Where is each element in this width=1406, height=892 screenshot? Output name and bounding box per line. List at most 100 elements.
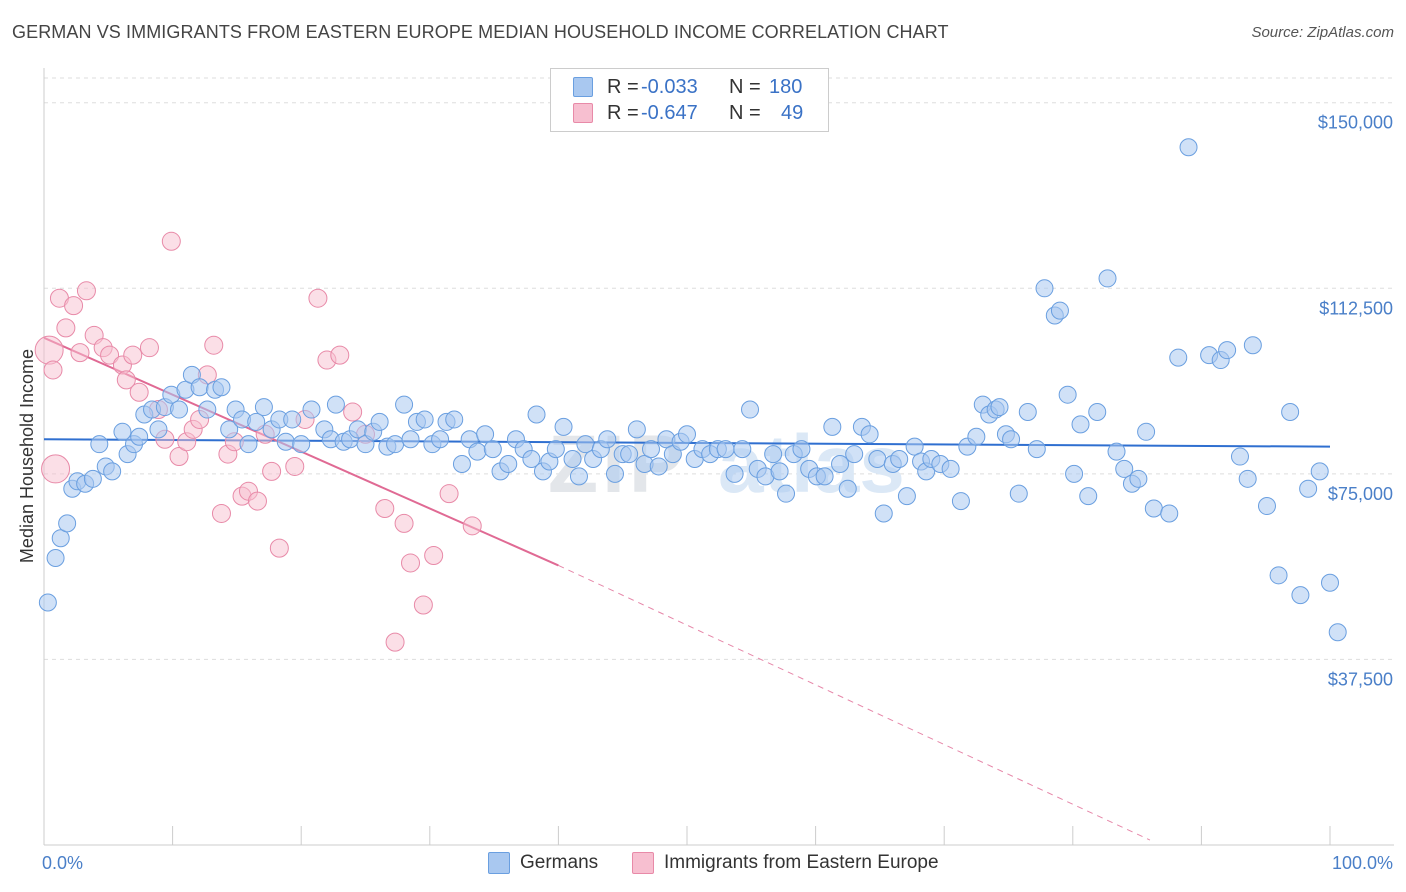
point-germans	[838, 479, 857, 498]
point-immigrants	[70, 343, 90, 363]
point-immigrants	[204, 335, 224, 355]
point-germans	[476, 425, 495, 444]
point-germans	[302, 400, 321, 419]
point-germans	[890, 450, 909, 469]
point-germans	[51, 529, 70, 548]
legend-box: R = -0.033 N = 180 R = -0.647 N = 49	[550, 68, 829, 132]
point-germans	[546, 440, 565, 459]
point-germans	[113, 422, 132, 441]
point-germans	[777, 484, 796, 503]
point-germans	[868, 450, 887, 469]
point-immigrants	[401, 553, 421, 573]
point-germans	[38, 593, 57, 612]
point-germans	[1269, 566, 1288, 585]
point-germans	[247, 412, 266, 431]
point-germans	[554, 417, 573, 436]
point-germans	[1098, 269, 1117, 288]
point-germans	[1238, 469, 1257, 488]
point-germans	[58, 514, 77, 533]
point-germans	[951, 492, 970, 511]
point-germans	[905, 437, 924, 456]
point-immigrants	[116, 370, 136, 390]
point-germans	[764, 445, 783, 464]
legend-row-immigrants: R = -0.647 N = 49	[573, 101, 803, 125]
point-germans	[1243, 336, 1262, 355]
bottom-legend-immigrants: Immigrants from Eastern Europe	[632, 852, 939, 874]
legend-r-label: R =	[607, 75, 639, 98]
point-immigrants	[56, 318, 76, 338]
point-germans	[741, 400, 760, 419]
legend-n-label: N =	[729, 101, 761, 124]
point-immigrants	[169, 447, 189, 467]
point-germans	[598, 430, 617, 449]
points-germans	[38, 138, 1347, 642]
point-germans	[452, 454, 471, 473]
point-germans	[1230, 447, 1249, 466]
point-germans	[1071, 415, 1090, 434]
point-germans	[576, 435, 595, 454]
point-germans	[445, 410, 464, 429]
point-immigrants	[161, 231, 181, 251]
point-germans	[1299, 479, 1318, 498]
point-germans	[1035, 279, 1054, 298]
y-tick-label: $150,000	[1318, 113, 1393, 133]
point-immigrants	[439, 484, 459, 504]
y-axis-label: Median Household Income	[17, 349, 37, 563]
point-germans	[1321, 573, 1339, 592]
point-germans	[733, 440, 752, 459]
legend-r-value: -0.647	[641, 101, 698, 124]
point-germans	[283, 410, 302, 429]
point-germans	[605, 464, 624, 483]
chart-source: Source: ZipAtlas.com	[1251, 24, 1394, 41]
point-germans	[941, 459, 960, 478]
point-germans	[292, 435, 311, 454]
bottom-legend-germans: Germans	[488, 852, 598, 874]
point-germans	[716, 440, 735, 459]
point-germans	[1058, 385, 1077, 404]
point-germans	[149, 420, 168, 439]
point-germans	[90, 435, 109, 454]
point-germans	[1169, 348, 1188, 367]
point-germans	[170, 400, 189, 419]
legend-n-label: N =	[729, 75, 761, 98]
point-germans	[415, 410, 434, 429]
point-germans	[130, 427, 149, 446]
point-germans	[1065, 464, 1084, 483]
point-germans	[1050, 301, 1069, 320]
point-immigrants	[41, 454, 71, 484]
point-germans	[1079, 487, 1098, 506]
point-immigrants	[123, 345, 143, 365]
point-immigrants	[394, 513, 414, 533]
point-germans	[499, 454, 518, 473]
point-germans	[1027, 440, 1046, 459]
point-germans	[823, 417, 842, 436]
point-immigrants	[375, 499, 395, 519]
y-tick-label: $37,500	[1328, 669, 1393, 689]
bottom-legend: Germans Immigrants from Eastern Europe	[0, 852, 1406, 878]
point-germans	[401, 430, 420, 449]
point-germans	[569, 467, 588, 486]
legend-r-value: -0.033	[641, 75, 698, 98]
point-germans	[1160, 504, 1179, 523]
point-germans	[860, 425, 879, 444]
x-tick-label-left: 0.0%	[42, 853, 83, 873]
point-germans	[1002, 430, 1021, 449]
point-immigrants	[424, 546, 444, 566]
bottom-legend-label-immigrants: Immigrants from Eastern Europe	[664, 852, 939, 873]
point-germans	[1291, 586, 1310, 605]
point-germans	[1009, 484, 1028, 503]
point-germans	[431, 430, 450, 449]
point-immigrants	[343, 402, 363, 422]
point-germans	[370, 412, 389, 431]
point-germans	[641, 440, 660, 459]
point-immigrants	[262, 461, 282, 481]
point-germans	[348, 420, 367, 439]
chart-title: GERMAN VS IMMIGRANTS FROM EASTERN EUROPE…	[12, 22, 949, 42]
point-germans	[1310, 462, 1329, 481]
point-germans	[220, 420, 239, 439]
point-germans	[620, 445, 639, 464]
point-immigrants	[247, 491, 267, 511]
point-germans	[254, 398, 273, 417]
point-germans	[1281, 403, 1300, 422]
